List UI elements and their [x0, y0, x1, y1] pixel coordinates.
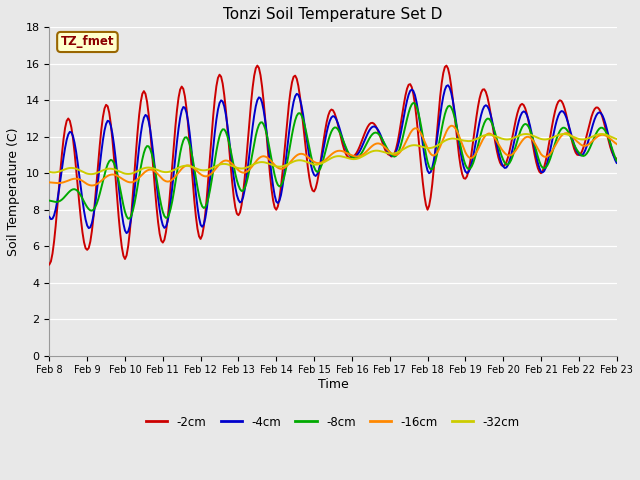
-2cm	[612, 156, 620, 161]
-8cm	[402, 123, 410, 129]
Title: Tonzi Soil Temperature Set D: Tonzi Soil Temperature Set D	[223, 7, 443, 22]
-2cm	[45, 262, 53, 267]
-4cm	[61, 145, 69, 151]
-4cm	[370, 123, 378, 129]
-32cm	[402, 145, 410, 151]
-16cm	[447, 123, 455, 129]
-32cm	[45, 169, 53, 175]
-32cm	[612, 136, 620, 142]
-32cm	[547, 135, 554, 141]
-4cm	[547, 146, 554, 152]
X-axis label: Time: Time	[317, 378, 348, 391]
Legend: -2cm, -4cm, -8cm, -16cm, -32cm: -2cm, -4cm, -8cm, -16cm, -32cm	[141, 411, 525, 433]
-2cm	[151, 186, 159, 192]
-2cm	[402, 93, 410, 98]
-4cm	[123, 230, 131, 236]
-16cm	[612, 141, 620, 147]
-2cm	[545, 142, 553, 147]
-8cm	[45, 198, 53, 204]
-32cm	[86, 171, 94, 177]
-8cm	[547, 155, 554, 161]
-4cm	[389, 153, 397, 159]
-8cm	[124, 216, 132, 221]
-32cm	[153, 167, 161, 172]
-16cm	[61, 179, 69, 185]
-32cm	[389, 151, 397, 156]
-16cm	[547, 151, 554, 156]
-8cm	[612, 158, 620, 164]
-8cm	[153, 176, 161, 181]
Line: -8cm: -8cm	[49, 103, 616, 218]
-16cm	[389, 151, 397, 157]
-32cm	[61, 167, 69, 172]
-2cm	[253, 63, 261, 69]
-4cm	[444, 83, 452, 88]
-16cm	[153, 170, 161, 176]
-16cm	[370, 142, 378, 147]
-16cm	[402, 140, 410, 145]
Y-axis label: Soil Temperature (C): Soil Temperature (C)	[7, 127, 20, 256]
Line: -4cm: -4cm	[49, 85, 616, 233]
-2cm	[389, 153, 397, 159]
-8cm	[410, 100, 417, 106]
-4cm	[45, 214, 53, 220]
-4cm	[153, 181, 161, 187]
-8cm	[389, 153, 397, 159]
-4cm	[612, 160, 620, 166]
Line: -2cm: -2cm	[49, 66, 616, 264]
-32cm	[522, 131, 529, 137]
-8cm	[370, 130, 378, 136]
Line: -32cm: -32cm	[49, 134, 616, 174]
Line: -16cm: -16cm	[49, 126, 616, 185]
-8cm	[61, 193, 69, 199]
-16cm	[88, 182, 96, 188]
-2cm	[61, 125, 69, 131]
Text: TZ_fmet: TZ_fmet	[61, 36, 114, 48]
-4cm	[402, 105, 410, 111]
-32cm	[370, 148, 378, 154]
-16cm	[45, 180, 53, 185]
-2cm	[370, 121, 378, 127]
